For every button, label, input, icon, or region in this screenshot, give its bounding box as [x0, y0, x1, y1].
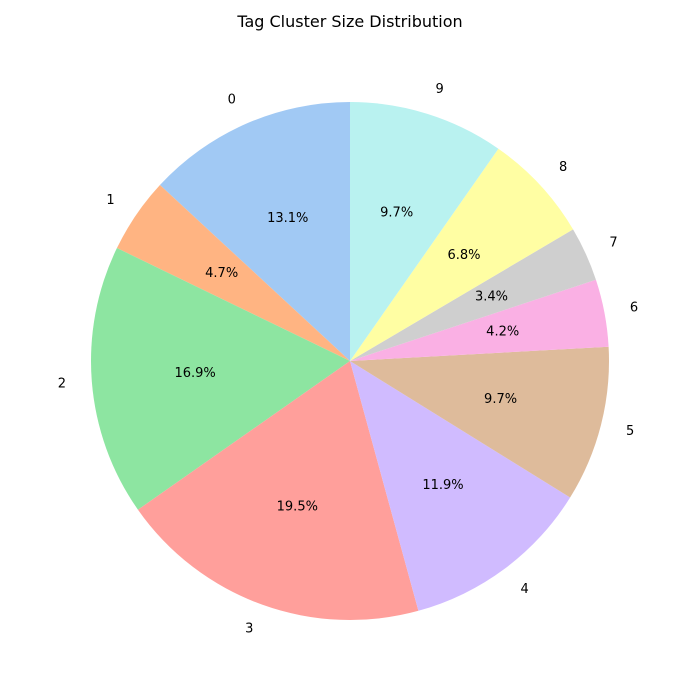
pie-slice-0 [159, 102, 350, 361]
pie-slice-1 [116, 185, 351, 361]
slice-label-4: 4 [520, 582, 528, 597]
pie-slice-4 [350, 361, 571, 611]
pie-slice-2 [91, 248, 350, 510]
slice-percent-8: 6.8% [448, 248, 481, 263]
pie-slice-6 [350, 279, 609, 361]
slice-label-6: 6 [630, 301, 638, 316]
slice-percent-2: 16.9% [174, 366, 215, 381]
pie-slices [91, 101, 610, 620]
slice-percent-4: 11.9% [422, 478, 463, 493]
slice-label-9: 9 [436, 82, 444, 97]
pie-slice-7 [350, 229, 596, 361]
slice-label-2: 2 [58, 376, 66, 391]
slice-label-7: 7 [609, 236, 617, 251]
slice-label-8: 8 [559, 160, 567, 175]
slice-percent-7: 3.4% [475, 289, 508, 304]
slice-percent-6: 4.2% [486, 325, 519, 340]
slice-label-3: 3 [245, 622, 253, 637]
slice-percent-3: 19.5% [277, 500, 318, 515]
slice-label-0: 0 [228, 92, 236, 107]
slice-label-1: 1 [106, 193, 114, 208]
pie-labels: 0 13.1% 1 4.7% 2 16.9% 3 19.5% 4 11.9% 5 9.7% 6 4.2% 7… [58, 82, 638, 637]
pie-slice-5 [350, 346, 610, 498]
pie-slice-8 [350, 148, 574, 361]
slice-label-5: 5 [626, 424, 634, 439]
slice-percent-5: 9.7% [484, 392, 517, 407]
pie-slice-3 [137, 361, 419, 620]
pie-slice-9 [350, 101, 499, 361]
chart-title: Tag Cluster Size Distribution [237, 12, 463, 31]
slice-percent-0: 13.1% [267, 211, 308, 226]
slice-percent-1: 4.7% [205, 266, 238, 281]
slice-percent-9: 9.7% [380, 205, 413, 220]
